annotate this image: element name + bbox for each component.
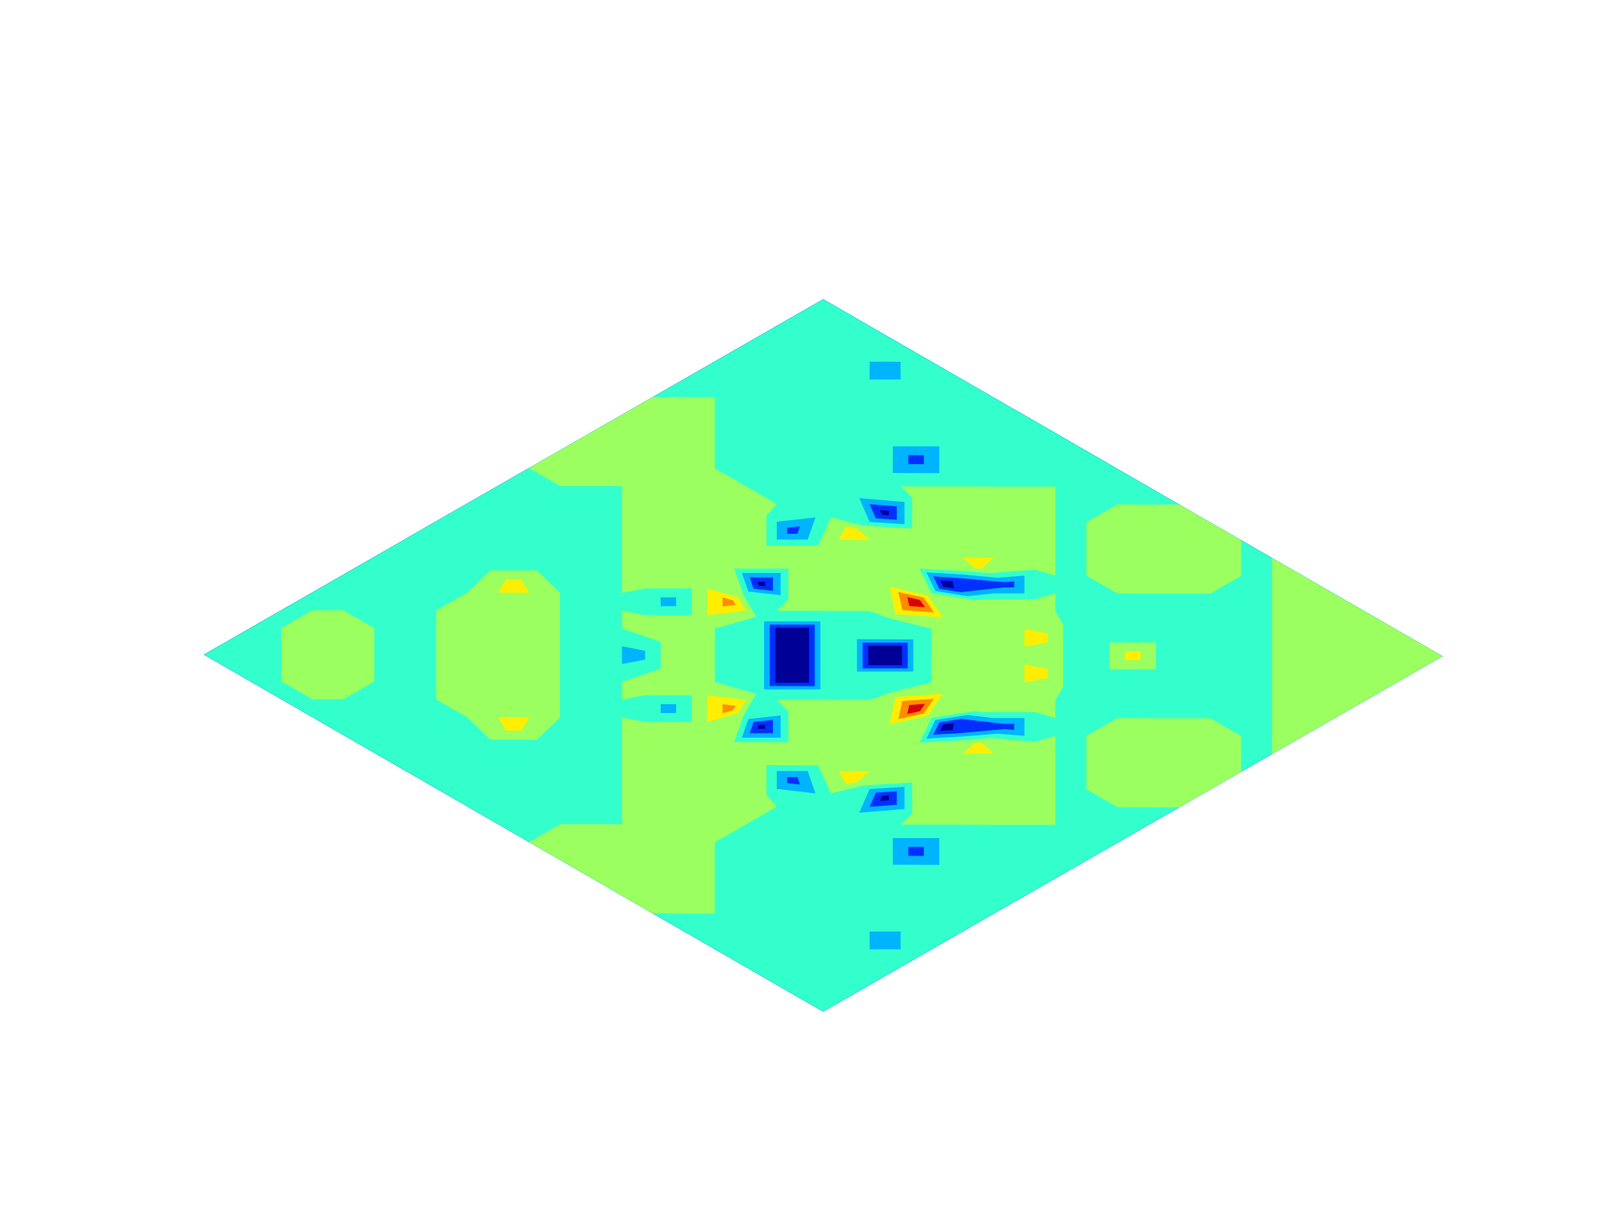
contour-band <box>281 396 1459 913</box>
contour-band <box>722 592 934 720</box>
contour-band <box>188 290 1459 1020</box>
contour-plot <box>188 290 1459 1020</box>
contour-band <box>907 596 925 714</box>
contour-band <box>498 526 1141 785</box>
chart <box>0 0 1600 1206</box>
contour-band <box>188 290 1459 1020</box>
contour-band <box>188 290 1459 1020</box>
